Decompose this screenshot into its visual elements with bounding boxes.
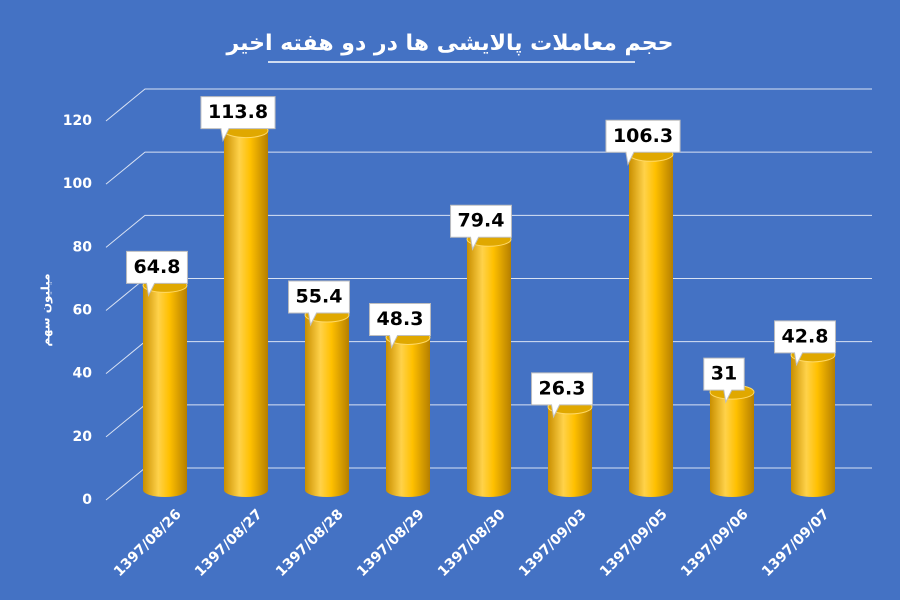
value-label: 26.3 (531, 372, 593, 419)
value-label-text: 106.3 (613, 125, 673, 147)
value-label-box (200, 96, 276, 143)
y-tick-label: 20 (73, 429, 93, 445)
bar (710, 392, 754, 490)
y-tick-label: 80 (73, 239, 93, 255)
bar (224, 130, 268, 490)
value-label: 42.8 (774, 320, 836, 367)
value-label: 106.3 (605, 119, 681, 166)
value-label-text: 64.8 (134, 256, 181, 278)
bar (548, 406, 592, 490)
value-label-box (126, 250, 188, 297)
value-label-box (531, 372, 593, 419)
value-label-text: 42.8 (782, 325, 829, 347)
value-label-box (774, 320, 836, 367)
value-label-box (288, 280, 350, 327)
value-label-box (703, 357, 745, 404)
y-tick-label: 60 (73, 303, 93, 319)
value-label-text: 113.8 (208, 101, 268, 123)
y-tick-label: 0 (82, 492, 92, 508)
bar (791, 354, 835, 490)
value-label: 48.3 (369, 302, 431, 350)
y-axis-label: میلیون سهم (39, 273, 54, 346)
value-label-text: 55.4 (296, 286, 343, 308)
grid-line (105, 88, 872, 122)
bar (629, 154, 673, 490)
value-label-text: 79.4 (458, 210, 505, 232)
value-label: 64.8 (126, 250, 188, 297)
value-label-text: 31 (711, 363, 737, 385)
value-label-text: 26.3 (539, 377, 586, 399)
bar (305, 315, 349, 490)
y-tick-label: 120 (63, 113, 92, 129)
value-label: 31 (703, 357, 745, 404)
value-label-box (605, 119, 681, 166)
bar (467, 239, 511, 490)
value-label: 55.4 (288, 280, 350, 327)
value-label: 113.8 (200, 96, 276, 143)
chart-title: حجم معاملات پالایشی ها در دو هفته اخیر (225, 31, 673, 56)
y-tick-label: 40 (73, 366, 93, 382)
value-label-text: 48.3 (377, 308, 424, 330)
bar (143, 285, 187, 490)
value-label-box (369, 302, 431, 350)
bar (386, 337, 430, 490)
value-label: 79.4 (450, 204, 512, 251)
value-label-box (450, 204, 512, 251)
y-tick-label: 100 (63, 176, 92, 192)
